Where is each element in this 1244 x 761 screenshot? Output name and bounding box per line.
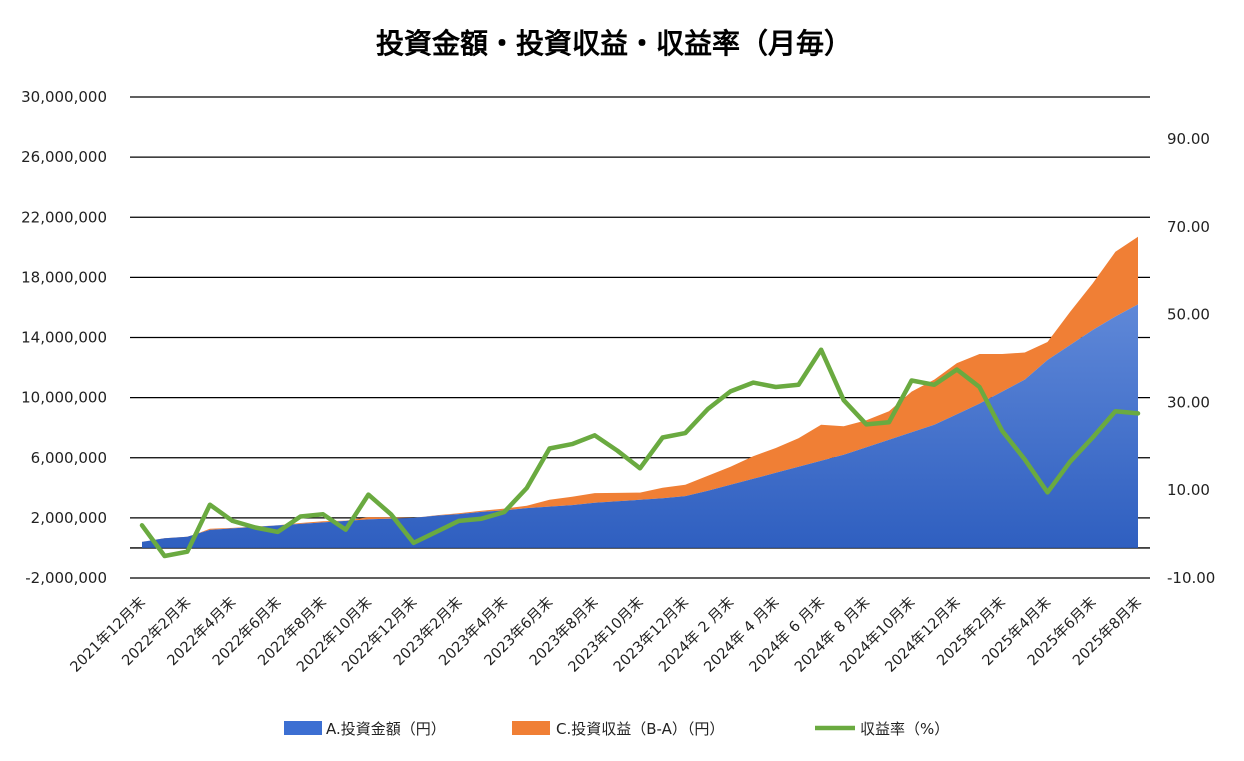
- legend-swatch: [512, 721, 550, 735]
- y-left-tick-label: 18,000,000: [21, 268, 107, 286]
- x-tick-label: 2023年12月末: [610, 593, 692, 675]
- y-left-tick-label: 26,000,000: [21, 148, 107, 166]
- y-left-tick-label: 30,000,000: [21, 88, 107, 106]
- legend-item: A.投資金額（円）: [284, 720, 446, 738]
- x-tick-label: 2024年10月末: [837, 593, 919, 675]
- invest-area: [142, 304, 1138, 548]
- x-tick-label: 2024年 2 月末: [655, 593, 737, 675]
- legend-item: 収益率（%）: [815, 720, 949, 738]
- y-axis-right-ticks: -10.00 10.00 30.00 50.00 70.00 90.00: [1167, 130, 1215, 587]
- legend-label: A.投資金額（円）: [326, 720, 446, 738]
- chart-title: 投資金額・投資収益・収益率（月毎）: [376, 27, 852, 60]
- x-tick-label: 2024年12月末: [882, 593, 964, 675]
- x-tick-label: 2024年 8 月末: [791, 593, 873, 675]
- x-tick-label: 2024年 4 月末: [701, 593, 783, 675]
- x-tick-label: 2023年10月末: [565, 593, 647, 675]
- legend-label: C.投資収益（B-A）（円）: [556, 720, 724, 738]
- y-left-tick-label: 2,000,000: [31, 509, 107, 527]
- x-tick-label: 2022年10月末: [293, 593, 375, 675]
- x-tick-label: 2024年 6 月末: [746, 593, 828, 675]
- y-right-tick-label: 70.00: [1167, 218, 1210, 236]
- y-left-tick-label: -2,000,000: [25, 569, 107, 587]
- profit-area: [142, 236, 1138, 542]
- y-right-tick-label: -10.00: [1167, 569, 1215, 587]
- y-left-tick-label: 22,000,000: [21, 208, 107, 226]
- y-right-tick-label: 30.00: [1167, 393, 1210, 411]
- y-right-tick-label: 10.00: [1167, 481, 1210, 499]
- legend-swatch: [284, 721, 322, 735]
- y-right-tick-label: 90.00: [1167, 130, 1210, 148]
- legend-item: C.投資収益（B-A）（円）: [512, 720, 724, 738]
- y-right-tick-label: 50.00: [1167, 306, 1210, 324]
- y-left-tick-label: 14,000,000: [21, 329, 107, 347]
- legend-label: 収益率（%）: [860, 720, 949, 738]
- line-series: [139, 347, 1141, 559]
- x-axis-ticks: 2021年12月末2022年2月末2022年4月末2022年6月末2022年8月…: [67, 593, 1145, 675]
- y-left-tick-label: 10,000,000: [21, 389, 107, 407]
- y-axis-left-ticks: -2,000,000 2,000,000 6,000,000 10,000,000 14…: [21, 88, 107, 587]
- legend: A.投資金額（円） C.投資収益（B-A）（円） 収益率（%）: [284, 720, 949, 738]
- rate-line: [139, 347, 1141, 559]
- y-left-tick-label: 6,000,000: [31, 449, 107, 467]
- area-series: [142, 236, 1138, 548]
- x-tick-label: 2022年12月末: [339, 593, 421, 675]
- x-tick-label: 2021年12月末: [67, 593, 149, 675]
